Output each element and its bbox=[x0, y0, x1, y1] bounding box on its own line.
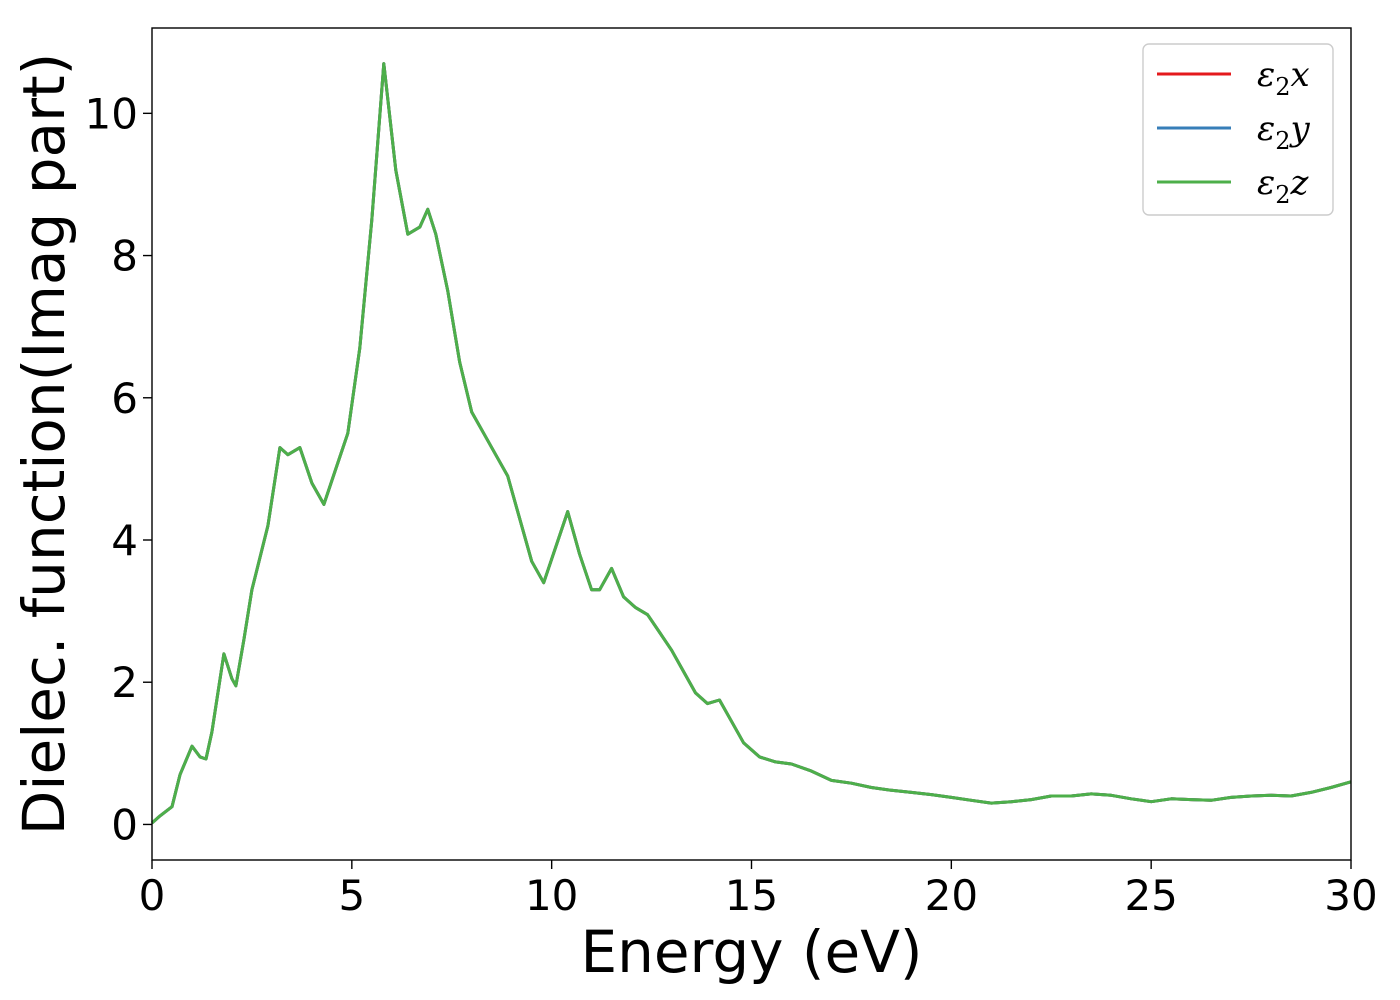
legend-entry-x: ε2x bbox=[1157, 55, 1310, 101]
y-axis-title: Dielec. function(Imag part) bbox=[10, 53, 78, 836]
y-tick-label: 4 bbox=[111, 516, 138, 565]
y-tick-label: 10 bbox=[85, 89, 138, 138]
x-axis: 0 5 10 15 20 25 30 bbox=[139, 860, 1378, 920]
y-tick-label: 6 bbox=[111, 374, 138, 423]
x-tick-label: 15 bbox=[725, 871, 778, 920]
series-layer bbox=[151, 62, 1352, 825]
x-axis-title: Energy (eV) bbox=[580, 918, 922, 986]
x-tick-label: 5 bbox=[338, 871, 365, 920]
y-tick-label: 0 bbox=[111, 800, 138, 849]
y-tick-label: 8 bbox=[111, 232, 138, 281]
x-tick-label: 25 bbox=[1124, 871, 1177, 920]
legend-label: ε2x bbox=[1257, 55, 1310, 101]
legend-entry-y: ε2y bbox=[1157, 109, 1311, 155]
x-tick-label: 30 bbox=[1324, 871, 1377, 920]
y-tick-label: 2 bbox=[111, 658, 138, 707]
x-tick-label: 0 bbox=[139, 871, 166, 920]
x-tick-label: 20 bbox=[925, 871, 978, 920]
series-line-z bbox=[151, 62, 1352, 825]
x-tick-label: 10 bbox=[525, 871, 578, 920]
legend: ε2x ε2y ε2z bbox=[1142, 43, 1334, 216]
legend-box bbox=[1142, 43, 1334, 216]
legend-label: ε2z bbox=[1257, 163, 1310, 209]
legend-entry-z: ε2z bbox=[1157, 163, 1310, 209]
legend-label: ε2y bbox=[1257, 109, 1311, 155]
y-axis: 0 2 4 6 8 10 bbox=[85, 89, 152, 849]
